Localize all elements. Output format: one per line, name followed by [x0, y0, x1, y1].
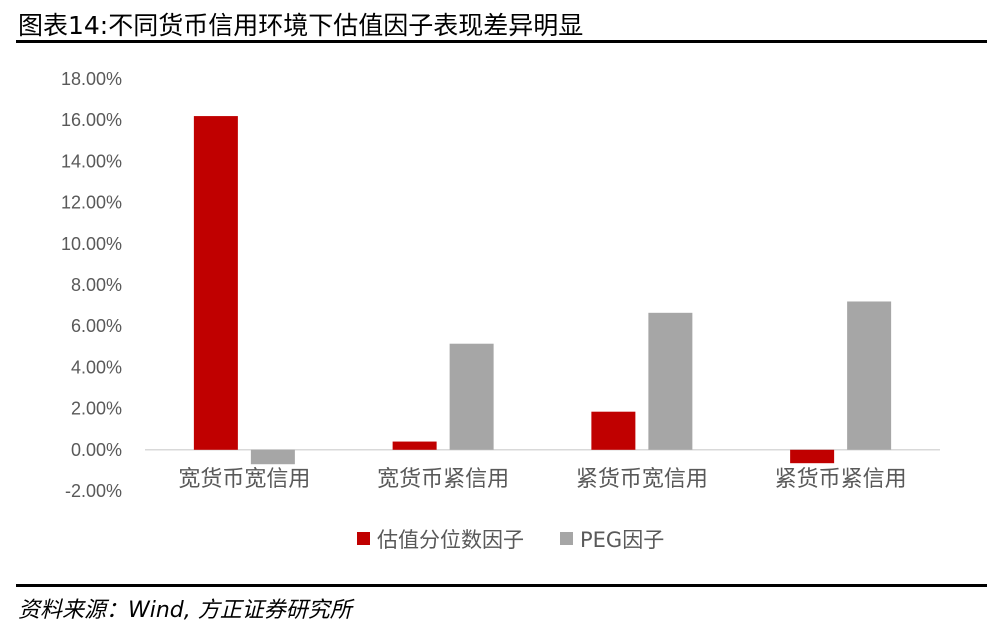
bars [193, 116, 892, 465]
y-tick-label: 8.00% [71, 275, 122, 295]
bar-peg-2 [449, 343, 494, 450]
bar-peg-3 [648, 312, 693, 450]
x-axis: 宽货币宽信用 宽货币紧信用 紧货币宽信用 紧货币紧信用 [178, 467, 906, 492]
y-tick-label: 18.00% [61, 69, 122, 89]
legend-swatch [560, 532, 573, 545]
y-tick-label: 12.00% [61, 193, 122, 213]
y-axis: -2.00% 0.00% 2.00% 4.00% 6.00% 8.00% 10.00% 12.… [61, 69, 122, 501]
x-tick-label: 宽货币宽信用 [178, 467, 310, 492]
source-rule [16, 584, 987, 587]
y-tick-label: 0.00% [71, 440, 122, 460]
bar-chart: -2.00% 0.00% 2.00% 4.00% 6.00% 8.00% 10.00% 12.… [61, 69, 940, 552]
x-tick-label: 紧货币紧信用 [775, 467, 907, 492]
bar-valuation-percentile-2 [392, 441, 437, 450]
y-tick-label: -2.00% [65, 481, 122, 501]
figure-title: 图表14:不同货币信用环境下估值因子表现差异明显 [18, 11, 584, 40]
source-note: 资料来源：Wind, 方正证券研究所 [18, 598, 352, 623]
x-tick-label: 宽货币紧信用 [377, 467, 509, 492]
y-tick-label: 14.00% [61, 151, 122, 171]
title-rule [16, 40, 987, 43]
y-tick-label: 6.00% [71, 316, 122, 336]
legend-swatch [357, 532, 370, 545]
legend: 估值分位数因子 PEG因子 [357, 528, 664, 552]
bar-valuation-percentile-4 [790, 449, 835, 464]
y-tick-label: 4.00% [71, 357, 122, 377]
bar-peg-4 [847, 301, 892, 450]
y-tick-label: 10.00% [61, 234, 122, 254]
bar-peg-1 [250, 449, 295, 465]
bar-valuation-percentile-3 [591, 411, 636, 450]
bar-valuation-percentile-1 [193, 116, 238, 450]
legend-label: PEG因子 [580, 528, 664, 552]
y-tick-label: 16.00% [61, 110, 122, 130]
x-tick-label: 紧货币宽信用 [576, 467, 708, 492]
y-tick-label: 2.00% [71, 399, 122, 419]
legend-label: 估值分位数因子 [377, 528, 524, 552]
